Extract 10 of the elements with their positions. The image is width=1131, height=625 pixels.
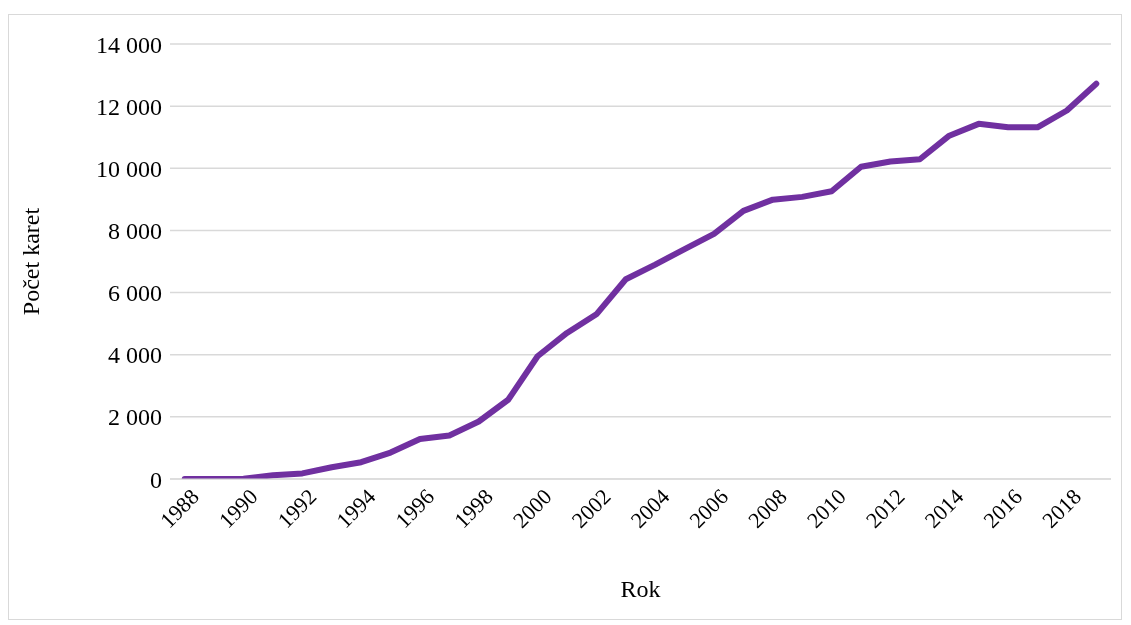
y-tick-label: 10 000 — [96, 155, 162, 182]
y-tick-label: 2 000 — [108, 404, 162, 431]
y-tick-label: 6 000 — [108, 280, 162, 307]
y-tick-label: 14 000 — [96, 31, 162, 58]
y-tick-label: 0 — [150, 466, 162, 493]
x-axis-title: Rok — [620, 576, 661, 602]
y-axis-title: Počet karet — [17, 207, 44, 316]
y-tick-label: 12 000 — [96, 93, 162, 120]
y-tick-label: 8 000 — [108, 217, 162, 244]
y-tick-label: 4 000 — [108, 342, 162, 369]
